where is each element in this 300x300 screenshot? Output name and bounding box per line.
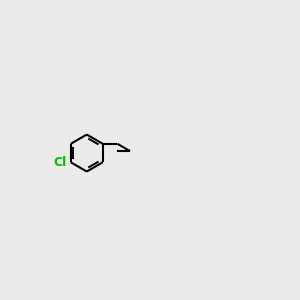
Text: Cl: Cl xyxy=(53,156,66,169)
